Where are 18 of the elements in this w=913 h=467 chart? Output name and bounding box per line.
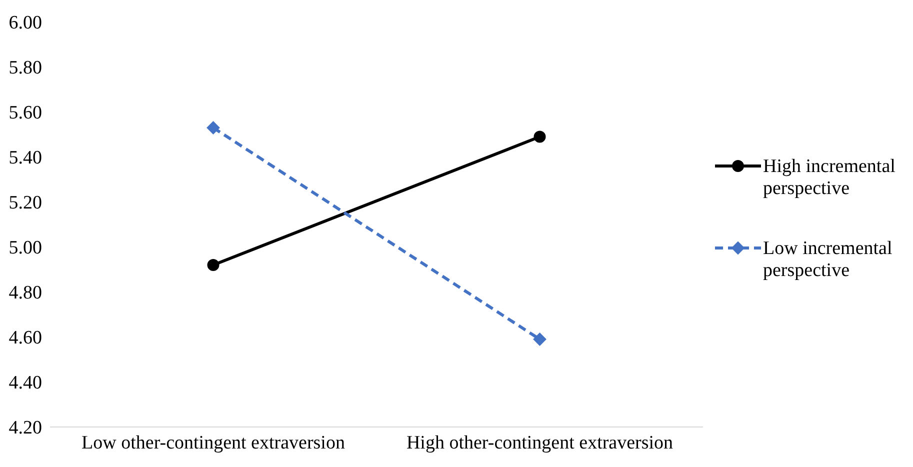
y-tick-label: 4.40 [8, 372, 42, 394]
y-tick-label: 4.80 [8, 282, 42, 304]
point [533, 332, 546, 346]
y-tick-label: 5.20 [8, 192, 42, 214]
x-tick-label: High other-contingent extraversion [406, 432, 674, 454]
y-tick-label: 5.40 [8, 148, 42, 169]
point [206, 121, 220, 134]
y-tick-label: 4.60 [8, 328, 42, 349]
y-tick-label: 5.60 [8, 102, 42, 124]
y-tick-label: 4.20 [8, 418, 42, 439]
point [207, 259, 220, 271]
x-tick-label: Low other-contingent extraversion [82, 432, 346, 454]
legend-label: Low incremental perspective [763, 238, 894, 282]
point [534, 130, 546, 143]
legend-label: High incremental perspective [763, 156, 896, 200]
y-tick-label: 5.00 [8, 238, 42, 259]
y-tick-label: 5.80 [8, 58, 42, 79]
y-tick-label: 6.00 [8, 12, 42, 34]
